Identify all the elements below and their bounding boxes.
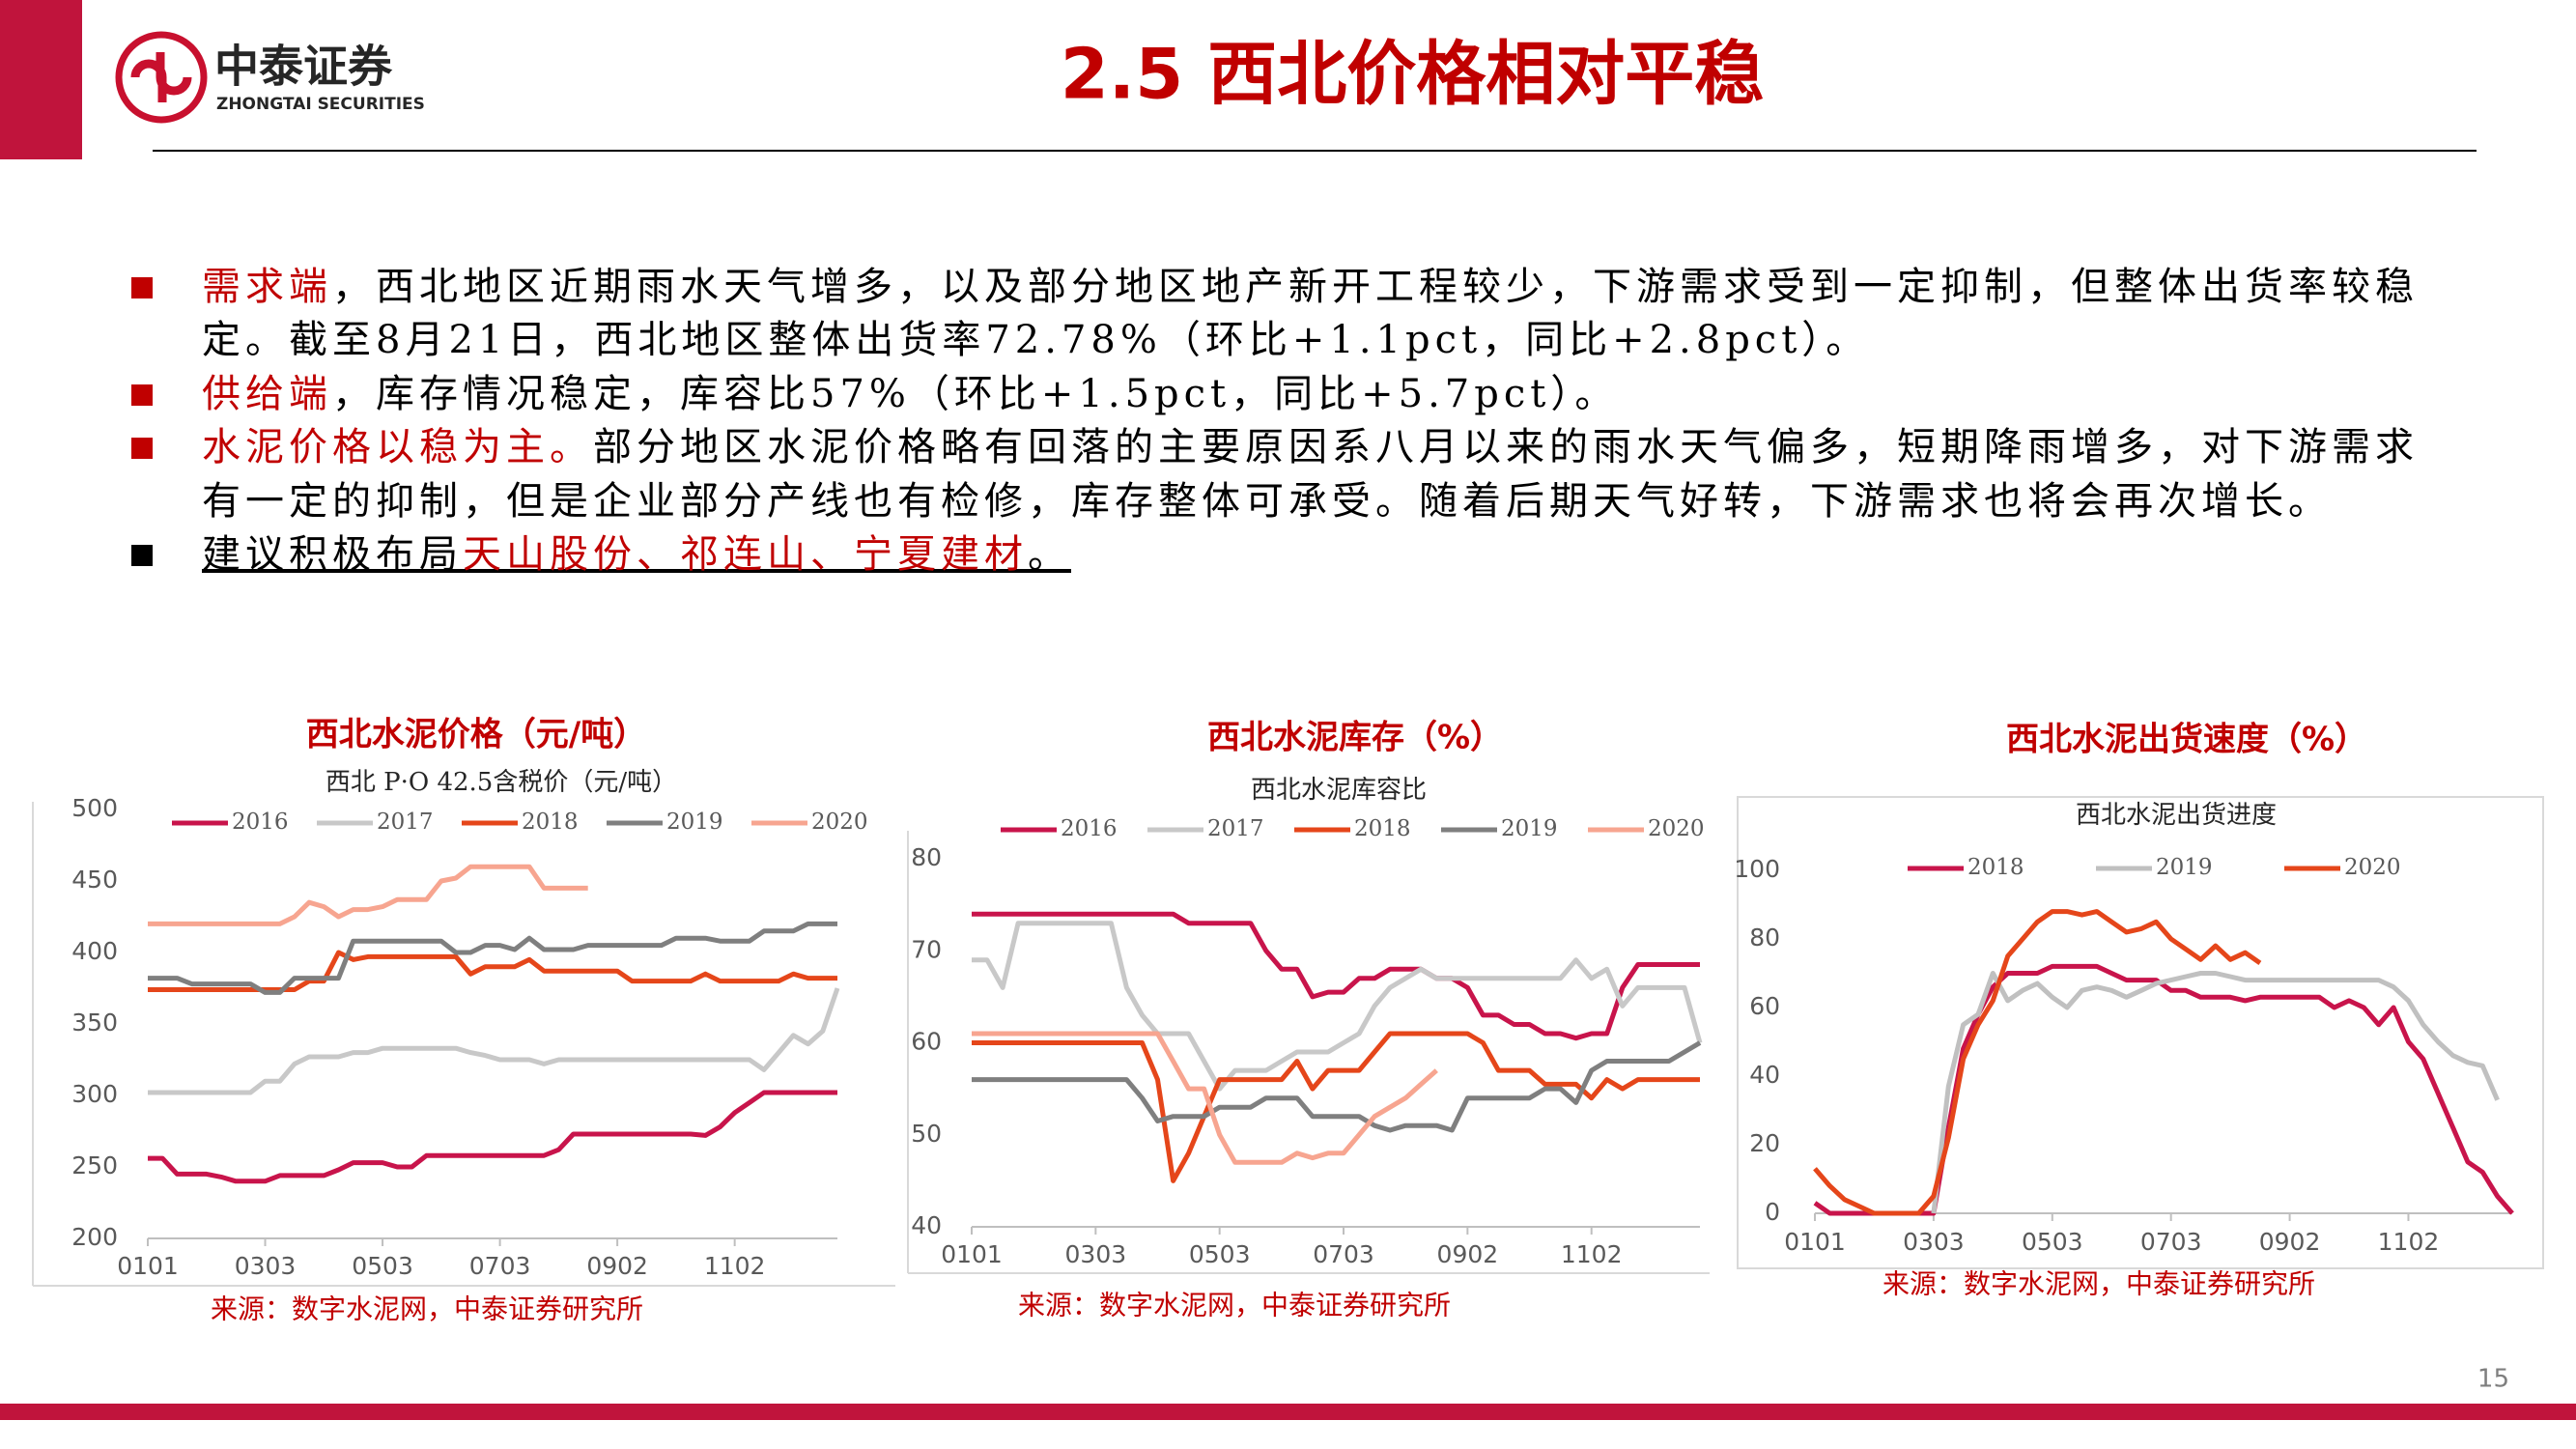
chart-frame bbox=[1737, 796, 2544, 1269]
y-tick-label: 70 bbox=[911, 935, 942, 963]
legend-label: 2020 bbox=[2344, 855, 2401, 880]
y-tick-label: 60 bbox=[1749, 992, 1780, 1020]
bullet: 供给端，库存情况稳定，库容比57%（环比+1.5pct，同比+5.7pct）。 bbox=[131, 368, 2443, 421]
series-line bbox=[148, 1090, 837, 1184]
series-line bbox=[148, 987, 840, 1095]
bullet-marker bbox=[131, 277, 153, 298]
y-tick-label: 250 bbox=[71, 1151, 118, 1179]
legend-label: 2018 bbox=[1967, 855, 2024, 880]
bullet-text: 供给端 bbox=[202, 371, 332, 416]
slide-title: 2.5 西北价格相对平稳 bbox=[1061, 34, 1765, 115]
y-tick-label: 200 bbox=[71, 1223, 118, 1251]
y-tick-label: 60 bbox=[911, 1028, 942, 1056]
bullet-marker bbox=[131, 545, 153, 567]
bullet: 需求端，西北地区近期雨水天气增多，以及部分地区地产新开工程较少，下游需求受到一定… bbox=[131, 261, 2443, 368]
series-line bbox=[972, 921, 1703, 1092]
chart-subtitle: 西北水泥库容比 bbox=[1251, 776, 1427, 805]
x-tick-label: 0303 bbox=[1065, 1240, 1127, 1268]
bullet-text: 建议积极布局 bbox=[202, 532, 463, 578]
y-tick-label: 350 bbox=[71, 1009, 118, 1037]
y-tick-label: 20 bbox=[1749, 1129, 1780, 1157]
legend-label: 2019 bbox=[1501, 816, 1558, 841]
series-line bbox=[1813, 909, 2262, 1216]
y-tick-label: 400 bbox=[71, 937, 118, 965]
x-tick-label: 0503 bbox=[2022, 1228, 2083, 1256]
bullet-text: 。 bbox=[1028, 532, 1071, 578]
chart-source: 来源：数字水泥网，中泰证券研究所 bbox=[211, 1293, 643, 1325]
y-tick-label: 50 bbox=[911, 1120, 942, 1148]
bullet-marker bbox=[131, 384, 153, 406]
logo-english: ZHONGTAI SECURITIES bbox=[216, 95, 425, 114]
y-tick-label: 100 bbox=[1734, 855, 1780, 883]
chart-title: 西北水泥价格（元/吨） bbox=[306, 716, 646, 754]
bullet-text: 水泥价格以稳为主。 bbox=[202, 425, 593, 470]
series-line bbox=[972, 1031, 1438, 1165]
y-tick-label: 40 bbox=[911, 1211, 942, 1239]
legend-label: 2017 bbox=[377, 810, 434, 835]
x-tick-label: 0902 bbox=[2259, 1228, 2321, 1256]
x-tick-label: 0503 bbox=[1189, 1240, 1251, 1268]
bullet: 水泥价格以稳为主。部分地区水泥价格略有回落的主要原因系八月以来的雨水天气偏多，短… bbox=[131, 421, 2443, 528]
y-tick-label: 80 bbox=[1749, 923, 1780, 952]
legend-label: 2016 bbox=[1061, 816, 1118, 841]
x-tick-label: 0703 bbox=[469, 1252, 531, 1280]
chart-title: 西北水泥出货速度（%） bbox=[2006, 721, 2367, 759]
legend-label: 2018 bbox=[1354, 816, 1411, 841]
corner-bar bbox=[0, 0, 82, 159]
series-line bbox=[972, 911, 1700, 1041]
bullet-text: 天山股份、祁连山、宁夏建材 bbox=[463, 532, 1028, 578]
y-tick-label: 0 bbox=[1765, 1198, 1780, 1226]
x-tick-label: 0303 bbox=[235, 1252, 297, 1280]
bullet-list: 需求端，西北地区近期雨水天气增多，以及部分地区地产新开工程较少，下游需求受到一定… bbox=[131, 261, 2443, 582]
y-tick-label: 300 bbox=[71, 1080, 118, 1108]
bullet-text: 需求端 bbox=[202, 265, 332, 309]
x-tick-label: 1102 bbox=[2378, 1228, 2440, 1256]
chart-source: 来源：数字水泥网，中泰证券研究所 bbox=[1882, 1268, 2315, 1300]
legend-label: 2017 bbox=[1207, 816, 1264, 841]
x-tick-label: 0703 bbox=[1313, 1240, 1374, 1268]
chart-title: 西北水泥库存（%） bbox=[1207, 719, 1503, 757]
x-tick-label: 1102 bbox=[704, 1252, 766, 1280]
y-tick-label: 80 bbox=[911, 843, 942, 871]
legend-label: 2019 bbox=[666, 810, 723, 835]
x-tick-label: 0303 bbox=[1903, 1228, 1965, 1256]
legend-label: 2020 bbox=[1648, 816, 1705, 841]
legend-label: 2018 bbox=[522, 810, 579, 835]
chart-subtitle: 西北水泥出货进度 bbox=[2076, 801, 2277, 830]
legend-label: 2019 bbox=[2156, 855, 2213, 880]
bottom-stripe bbox=[0, 1404, 2576, 1420]
page-number: 15 bbox=[2477, 1365, 2509, 1394]
bullet-text: ，西北地区近期雨水天气增多，以及部分地区地产新开工程较少，下游需求受到一定抑制，… bbox=[202, 265, 2419, 363]
series-line bbox=[1813, 963, 2514, 1216]
bullet-text: ，库存情况稳定，库容比57%（环比+1.5pct，同比+5.7pct）。 bbox=[332, 371, 1619, 416]
series-line bbox=[972, 1040, 1702, 1133]
y-tick-label: 450 bbox=[71, 866, 118, 894]
chart-source: 来源：数字水泥网，中泰证券研究所 bbox=[1018, 1290, 1451, 1321]
bullet-marker bbox=[131, 438, 153, 460]
legend-label: 2020 bbox=[811, 810, 868, 835]
x-tick-label: 0101 bbox=[941, 1240, 1003, 1268]
logo-name: 中泰证券 bbox=[214, 41, 393, 93]
x-tick-label: 1102 bbox=[1561, 1240, 1623, 1268]
series-line bbox=[1931, 971, 2500, 1214]
logo-mark bbox=[115, 31, 208, 124]
bullet: 建议积极布局天山股份、祁连山、宁夏建材。 bbox=[131, 528, 2443, 582]
y-tick-label: 40 bbox=[1749, 1061, 1780, 1089]
legend-label: 2016 bbox=[232, 810, 289, 835]
x-tick-label: 0503 bbox=[352, 1252, 413, 1280]
x-tick-label: 0703 bbox=[2140, 1228, 2202, 1256]
x-tick-label: 0902 bbox=[586, 1252, 648, 1280]
x-tick-label: 0101 bbox=[1784, 1228, 1846, 1256]
bullet-text: 部分地区水泥价格略有回落的主要原因系八月以来的雨水天气偏多，短期降雨增多，对下游… bbox=[202, 425, 2419, 524]
chart-subtitle: 西北 P·O 42.5含税价（元/吨） bbox=[326, 768, 677, 797]
series-line bbox=[148, 921, 837, 995]
series-line bbox=[148, 864, 588, 926]
x-tick-label: 0101 bbox=[117, 1252, 179, 1280]
series-line bbox=[972, 1031, 1700, 1183]
y-tick-label: 500 bbox=[71, 794, 118, 822]
x-tick-label: 0902 bbox=[1437, 1240, 1499, 1268]
